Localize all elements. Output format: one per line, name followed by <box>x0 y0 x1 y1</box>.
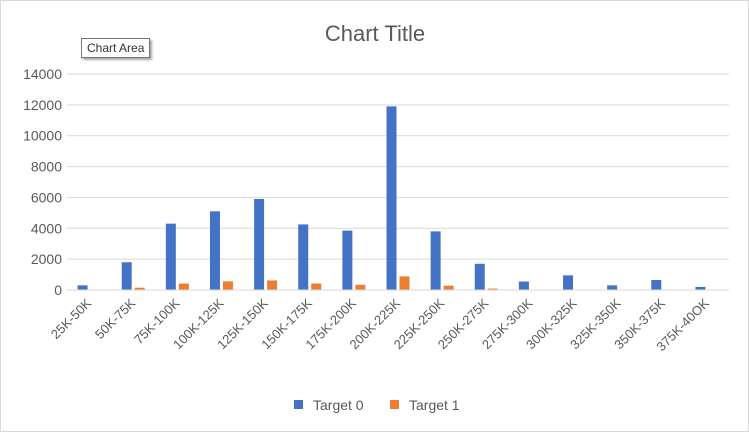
y-tick-label: 12000 <box>23 97 62 113</box>
bar-target-0 <box>651 279 662 290</box>
bar-target-1 <box>443 285 454 290</box>
bar-target-0 <box>607 285 618 290</box>
legend-label: Target 0 <box>313 397 364 413</box>
bar-target-0 <box>254 198 265 290</box>
bar-target-1 <box>267 280 278 290</box>
bar-target-0 <box>474 263 485 290</box>
x-tick-label: 25K-50K <box>48 295 95 342</box>
chart-title: Chart Title <box>325 21 425 46</box>
bar-target-0 <box>695 286 706 290</box>
chart-area-tooltip: Chart Area <box>81 38 151 58</box>
bar-target-1 <box>222 281 233 290</box>
bar-target-0 <box>342 230 353 290</box>
bar-target-1 <box>134 287 145 290</box>
bar-target-1 <box>487 288 498 290</box>
y-tick-label: 8000 <box>31 159 62 175</box>
legend: Target 0 Target 1 <box>294 397 460 413</box>
legend-swatch <box>390 400 399 409</box>
y-tick-label: 0 <box>54 282 62 298</box>
bar-target-0 <box>121 262 132 290</box>
bar-target-0 <box>209 211 220 290</box>
bar-target-1 <box>355 284 366 290</box>
bar-target-0 <box>165 223 176 290</box>
legend-label: Target 1 <box>409 397 460 413</box>
bar-target-0 <box>386 106 397 291</box>
bar-target-0 <box>563 275 574 290</box>
bar-target-0 <box>518 281 529 290</box>
bar-target-0 <box>430 231 441 290</box>
y-axis: 0 2000 4000 6000 8000 10000 12000 14000 <box>23 66 62 298</box>
y-tick-label: 6000 <box>31 189 62 205</box>
y-tick-label: 2000 <box>31 251 62 267</box>
x-axis: 25K-50K50K-75K75K-100K100K-125K125K-150K… <box>48 289 729 354</box>
y-tick-label: 10000 <box>23 128 62 144</box>
bar-target-0 <box>298 224 309 290</box>
gridlines <box>67 73 729 291</box>
y-tick-label: 14000 <box>23 66 62 82</box>
bar-target-0 <box>77 285 88 290</box>
bar-target-1 <box>399 276 410 290</box>
bar-target-1 <box>311 283 322 290</box>
bar-target-1 <box>178 283 189 290</box>
legend-swatch <box>294 400 303 409</box>
y-tick-label: 4000 <box>31 220 62 236</box>
bars <box>77 106 706 291</box>
